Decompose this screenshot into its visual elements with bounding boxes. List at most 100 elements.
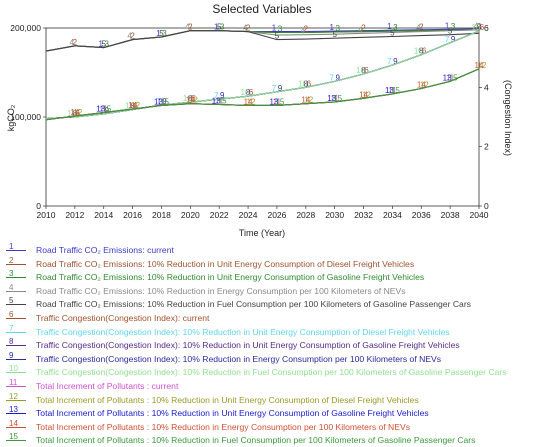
series-6: 6 6 6 6 6 6 6 6 — [45, 23, 485, 120]
series-marker-label: 4 — [358, 25, 363, 34]
series-marker-label: 15 — [391, 86, 400, 95]
series-marker-label: 15 — [102, 105, 111, 114]
legend-label: Road Traffic CO₂ Emissions: 10% Reductio… — [36, 285, 406, 296]
legend-item: 5 Road Traffic CO₂ Emissions: 10% Reducti… — [0, 296, 550, 311]
series-marker-label: 9 — [335, 73, 340, 82]
series-marker-label: 1 — [272, 24, 277, 33]
x-tick-label: 2040 — [470, 210, 489, 220]
series-marker-label: 5 — [217, 23, 222, 32]
series-marker-label: 5 — [448, 27, 453, 36]
legend-marker: 12 — [9, 391, 18, 401]
series-marker-label: 7 — [99, 106, 104, 115]
series-marker-label: 13 — [154, 97, 163, 106]
legend-marker: 15 — [9, 432, 18, 442]
series-marker-label: 10 — [298, 79, 307, 88]
line-chart: Selected Variables 2010 2012 2014 2016 2018 2… — [6, 2, 513, 238]
series-marker-label: 12 — [189, 96, 198, 105]
series-marker-label: 6 — [422, 47, 427, 56]
series-marker-label: 10 — [183, 94, 192, 103]
series-marker-label: 13 — [327, 94, 336, 103]
series-marker-label: 2 — [130, 32, 135, 41]
legend-swatch — [6, 386, 26, 387]
series-marker-label: 12 — [131, 101, 140, 110]
series-marker-label: 9 — [220, 91, 225, 100]
series-marker-label: 13 — [212, 97, 221, 106]
series-marker-label: 15 — [160, 97, 169, 106]
series-marker-label: 12 — [73, 108, 82, 117]
legend-marker: 14 — [9, 418, 18, 428]
series-marker-label: 8 — [73, 109, 78, 118]
legend-label: Traffic Congestion(Congestion Index): 10… — [36, 326, 450, 337]
series-marker-label: 13 — [269, 97, 278, 106]
series-marker-label: 10 — [472, 23, 481, 32]
series-marker-label: 9 — [451, 35, 456, 44]
series-marker-label: 1 — [445, 21, 450, 30]
legend: 1 Road Traffic CO₂ Emissions: current 2 Roa… — [0, 240, 550, 447]
series-marker-label: 5 — [390, 28, 395, 37]
series-marker-label: 11 — [273, 97, 282, 106]
series-marker-label: 14 — [128, 101, 137, 110]
series-marker-label: 3 — [451, 22, 456, 31]
x-tick-label: 2026 — [267, 210, 286, 220]
series-marker-label: 14 — [417, 81, 426, 90]
legend-marker: 13 — [9, 405, 18, 415]
y-axis-label-right: (Congestion Index) — [503, 80, 513, 156]
series-marker-label: 6 — [307, 79, 312, 88]
series-12: 12 12 12 12 12 12 12 12 — [45, 61, 487, 121]
x-tick-label: 2024 — [239, 210, 258, 220]
series-marker-label: 13 — [96, 105, 105, 114]
series-marker-label: 13 — [385, 86, 394, 95]
series-marker-label: 10 — [125, 102, 134, 111]
x-tick-label: 2016 — [123, 210, 142, 220]
series-marker-label: 4 — [301, 27, 306, 36]
legend-swatch — [6, 358, 26, 360]
series-marker-label: 9 — [393, 57, 398, 66]
x-tick-label: 2028 — [296, 210, 315, 220]
legend-label: Road Traffic CO₂ Emissions: 10% Reductio… — [36, 272, 425, 283]
legend-swatch — [6, 345, 26, 347]
series-marker-label: 6 — [480, 23, 485, 32]
x-tick-label: 2038 — [441, 210, 460, 220]
legend-label: Total Increment of Pollutants : 10% Redu… — [36, 394, 419, 405]
series-marker-label: 4 — [127, 32, 132, 41]
legend-item: 13 Total Increment of Pollutants : 10% Re… — [0, 405, 550, 420]
series-marker-label: 8 — [419, 47, 424, 56]
y-left-tick-label: 200,000 — [10, 23, 41, 33]
series-marker-label: 11 — [331, 94, 340, 103]
legend-item: 4 Road Traffic CO₂ Emissions: 10% Reducti… — [0, 283, 550, 298]
series-marker-label: 4 — [185, 23, 190, 32]
legend-item: 9 Traffic Congestion(Congestion Index): 1… — [0, 351, 550, 366]
legend-item: 6 Traffic Congestion(Congestion Index): c… — [0, 310, 550, 325]
legend-marker: 5 — [9, 296, 14, 306]
series-marker-label: 5 — [102, 40, 107, 49]
series-marker-label: 2 — [477, 22, 482, 31]
chart-area: Selected Variables 2010 2012 2014 2016 2018 2… — [6, 2, 513, 238]
series-marker-label: 12 — [247, 97, 256, 106]
series-marker-label: 8 — [361, 66, 366, 75]
legend-swatch — [6, 250, 26, 251]
legend-marker: 3 — [9, 269, 14, 279]
legend-marker: 10 — [9, 364, 18, 374]
series-marker-label: 8 — [304, 79, 309, 88]
series-marker-label: 7 — [156, 97, 161, 106]
series-marker-label: 14 — [359, 90, 368, 99]
series-marker-label: 8 — [246, 88, 251, 97]
legend-label: Road Traffic CO₂ Emissions: current — [36, 245, 174, 255]
legend-swatch — [6, 426, 26, 428]
legend-label: Traffic Congestion(Congestion Index): 10… — [36, 353, 442, 364]
legend-label: Total Increment of Pollutants : 10% Redu… — [36, 421, 411, 432]
legend-swatch — [6, 399, 26, 401]
series-marker-label: 1 — [99, 40, 104, 49]
series-15: 15 15 15 15 15 15 15 — [45, 68, 480, 121]
legend-item: 1 Road Traffic CO₂ Emissions: current — [0, 242, 550, 257]
legend-item: 10 Traffic Congestion(Congestion Index): … — [0, 364, 550, 379]
series-marker-label: 2 — [419, 23, 424, 32]
x-tick-label: 2032 — [354, 210, 373, 220]
series-marker-label: 4 — [70, 38, 75, 47]
series-marker-label: 3 — [278, 24, 283, 33]
x-tick-label: 2010 — [37, 210, 56, 220]
chart-title: Selected Variables — [212, 2, 311, 16]
legend-swatch — [6, 331, 26, 333]
series-line-10 — [45, 30, 480, 120]
series-marker-label: 14 — [475, 61, 484, 70]
